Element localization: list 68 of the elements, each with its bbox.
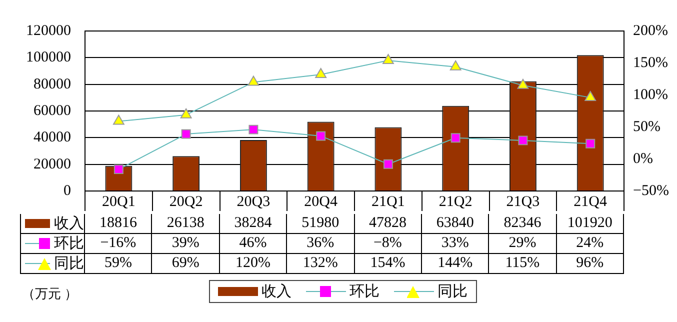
y2-tick-label: 150% [633,54,668,71]
data-label: 154% [354,254,422,274]
point [114,164,124,174]
y2-tick-label: 0% [633,150,654,167]
point [181,129,191,139]
data-label: 24% [556,234,624,254]
y-tick-label: 60000 [34,102,71,119]
data-label: −16% [85,234,152,254]
x-tick-label: 20Q4 [304,194,338,210]
x-tick-label: 20Q2 [169,194,203,210]
point [517,78,529,89]
data-label: 47828 [354,214,422,234]
point [112,114,124,125]
data-label: 82346 [489,214,557,234]
x-tick-label: 21Q1 [372,194,405,210]
y2-tick-label: 200% [633,22,668,39]
data-label: 39% [152,234,220,254]
data-label: 18816 [85,214,152,234]
data-label: −8% [354,234,422,254]
y-tick-label: 100000 [26,50,71,66]
point [248,124,258,134]
legend-label: 环比 [54,234,84,253]
y2-tick-label: 100% [633,86,668,103]
data-label: 51980 [287,214,354,234]
y-tick-label: 20000 [34,156,71,172]
x-tick-label: 20Q1 [102,194,136,210]
data-label: 101920 [556,214,624,234]
data-label: 26138 [152,214,220,234]
point [315,68,327,78]
x-tick-label: 21Q4 [574,194,608,210]
data-label: 38284 [220,214,288,234]
legend-label: 收入 [54,214,84,233]
x-tick-label: 21Q3 [506,194,540,210]
point [382,54,394,64]
data-label: 96% [556,254,624,274]
y-tick-label: 120000 [26,22,71,39]
y-tick-label: 40000 [34,130,71,146]
data-label: 115% [489,254,557,274]
x-tick-label: 20Q3 [236,194,270,210]
data-label: 36% [287,234,354,254]
text: 收入 [262,284,292,300]
data-label: 46% [220,234,288,254]
point [584,91,596,102]
y2-tick-label: 50% [633,118,661,135]
point [180,108,192,118]
data-label: 59% [85,254,152,274]
point [586,138,596,148]
data-label: 132% [287,254,354,274]
y-tick-label: 80000 [34,76,71,92]
data-label: 69% [152,254,220,274]
data-label: 63840 [422,214,490,234]
point [450,60,462,70]
text: （万元 ） [22,285,78,303]
point [518,136,528,146]
point [316,131,326,141]
y-tick-label: 0 [64,182,71,199]
data-label: 120% [220,254,288,274]
x-tick-label: 21Q2 [438,194,472,210]
y2-tick-label: −50% [633,182,670,199]
data-label: 29% [489,234,557,254]
text: 同比 [438,284,468,300]
point [450,133,460,143]
legend-label: 同比 [54,254,84,273]
text: 环比 [350,284,380,300]
data-label: 144% [422,254,490,274]
point [383,159,393,169]
point [248,76,260,86]
data-label: 33% [422,234,490,254]
